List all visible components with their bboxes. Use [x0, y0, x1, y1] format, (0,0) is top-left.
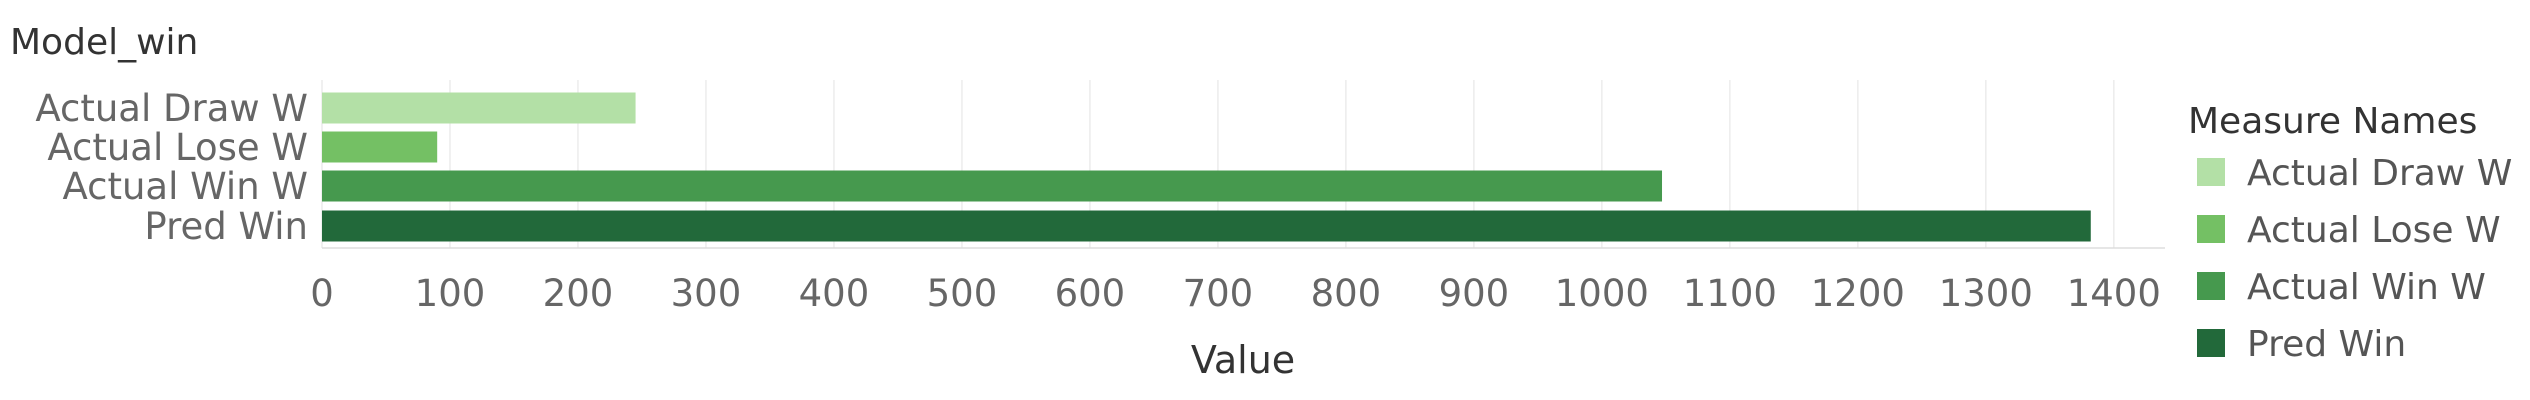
x-axis-title: Value [1191, 338, 1295, 382]
bar [322, 210, 2091, 242]
legend-swatch [2197, 272, 2225, 300]
x-tick-label: 500 [927, 272, 998, 315]
x-tick-label: 1100 [1683, 272, 1777, 315]
x-tick-label: 0 [310, 272, 334, 315]
bar [322, 131, 438, 163]
legend-swatch [2197, 158, 2225, 186]
x-tick-label: 1300 [1939, 272, 2033, 315]
legend-label: Actual Win W [2247, 267, 2486, 308]
bar [322, 170, 1663, 202]
legend-label: Actual Draw W [2247, 153, 2512, 194]
x-tick-label: 900 [1439, 272, 1510, 315]
x-tick-label: 300 [671, 272, 742, 315]
bars [322, 92, 2091, 242]
x-tick-label: 700 [1183, 272, 1254, 315]
category-label: Pred Win [144, 205, 308, 248]
legend: Measure Names Actual Draw W Actual Lose W… [2188, 101, 2512, 365]
category-label: Actual Win W [62, 165, 308, 208]
category-label: Actual Lose W [47, 126, 308, 169]
legend-swatch [2197, 215, 2225, 243]
chart-title: Model_win [10, 22, 198, 63]
x-tick-label: 100 [415, 272, 486, 315]
x-tick-label: 600 [1055, 272, 1126, 315]
x-tick-label: 1000 [1555, 272, 1649, 315]
legend-swatch [2197, 329, 2225, 357]
legend-label: Actual Lose W [2247, 210, 2501, 251]
legend-title: Measure Names [2188, 101, 2477, 142]
x-tick-label: 800 [1311, 272, 1382, 315]
bar [322, 92, 636, 124]
x-axis: 0 100 200 300 400 500 600 700 800 900 1000 1100 1200… [310, 247, 2165, 315]
x-tick-label: 1200 [1811, 272, 1905, 315]
category-label: Actual Draw W [35, 87, 308, 130]
legend-label: Pred Win [2247, 324, 2406, 365]
x-tick-label: 1400 [2067, 272, 2161, 315]
x-tick-label: 400 [799, 272, 870, 315]
x-tick-label: 200 [543, 272, 614, 315]
